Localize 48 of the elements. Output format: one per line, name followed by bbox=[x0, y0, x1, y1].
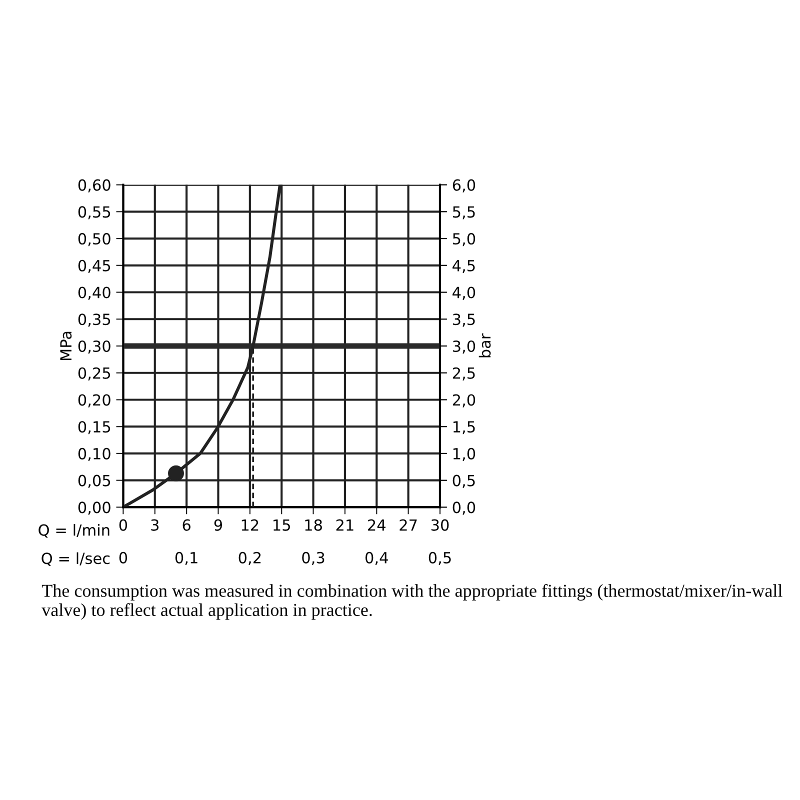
x-tick-label: 30 bbox=[431, 519, 449, 531]
y-tick-label: 0,50 bbox=[78, 233, 110, 246]
y2-tick-label: 0,5 bbox=[452, 474, 475, 488]
y-tick-label: 0,00 bbox=[78, 502, 110, 515]
x2-tick-label: 0 bbox=[119, 552, 128, 564]
x-axis-title: Q = l/min bbox=[38, 524, 110, 538]
y2-tick-label: 4,5 bbox=[452, 260, 475, 273]
x-tick-label: 9 bbox=[214, 519, 222, 531]
x2-tick-label: 0,1 bbox=[175, 552, 198, 566]
x-tick-label: 24 bbox=[368, 519, 386, 531]
y-tick-label: 0,15 bbox=[78, 421, 110, 434]
y2-tick-label: 6,0 bbox=[452, 179, 476, 192]
y-tick-label: 0,05 bbox=[78, 474, 110, 488]
y2-tick-label: 4,0 bbox=[452, 286, 476, 300]
y2-tick-label: 1,5 bbox=[453, 421, 475, 434]
y-tick-label: 0,25 bbox=[78, 367, 110, 380]
y-tick-label: 0,35 bbox=[78, 314, 110, 327]
x-tick-label: 18 bbox=[305, 519, 322, 531]
y2-tick-label: 5,0 bbox=[452, 233, 476, 246]
y2-tick-label: 5,5 bbox=[452, 206, 475, 220]
x2-tick-label: 0,3 bbox=[302, 552, 324, 566]
x-tick-label: 15 bbox=[274, 519, 290, 531]
text: The consumption was measured in combination with the appropriate fittings (thermostat/mixer/in-wall valve) to reflect actual application in practice. bbox=[42, 584, 782, 620]
y2-tick-label: 2,5 bbox=[452, 367, 475, 380]
y2-tick-label: 3,0 bbox=[452, 340, 476, 354]
x2-axis-title: Q = l/sec bbox=[42, 552, 110, 566]
x-tick-label: 21 bbox=[336, 519, 354, 531]
y2-tick-label: 2,0 bbox=[452, 394, 476, 408]
x-tick-label: 0 bbox=[119, 519, 128, 531]
y2-axis-title: bar bbox=[478, 333, 491, 358]
x2-tick-label: 0,2 bbox=[238, 552, 261, 566]
x-tick-label: 12 bbox=[242, 519, 258, 531]
y-tick-label: 0,45 bbox=[78, 260, 110, 273]
x-tick-label: 3 bbox=[151, 519, 159, 531]
y2-tick-label: 3,5 bbox=[452, 314, 475, 327]
y-tick-label: 0,20 bbox=[78, 394, 110, 408]
y-tick-label: 0,30 bbox=[78, 340, 110, 354]
x-tick-label: 6 bbox=[182, 519, 190, 531]
x-tick-label: 27 bbox=[400, 519, 417, 531]
x2-tick-label: 0,4 bbox=[366, 552, 388, 566]
y-tick-label: 0,55 bbox=[78, 206, 110, 220]
y-tick-label: 0,60 bbox=[78, 179, 110, 192]
y2-tick-label: 1,0 bbox=[453, 448, 476, 462]
y2-tick-label: 0,0 bbox=[452, 502, 476, 515]
y-tick-label: 0,10 bbox=[78, 448, 110, 462]
x2-tick-label: 0,5 bbox=[428, 552, 451, 566]
y-tick-label: 0,40 bbox=[78, 286, 110, 300]
y-axis-title: MPa bbox=[60, 332, 72, 360]
